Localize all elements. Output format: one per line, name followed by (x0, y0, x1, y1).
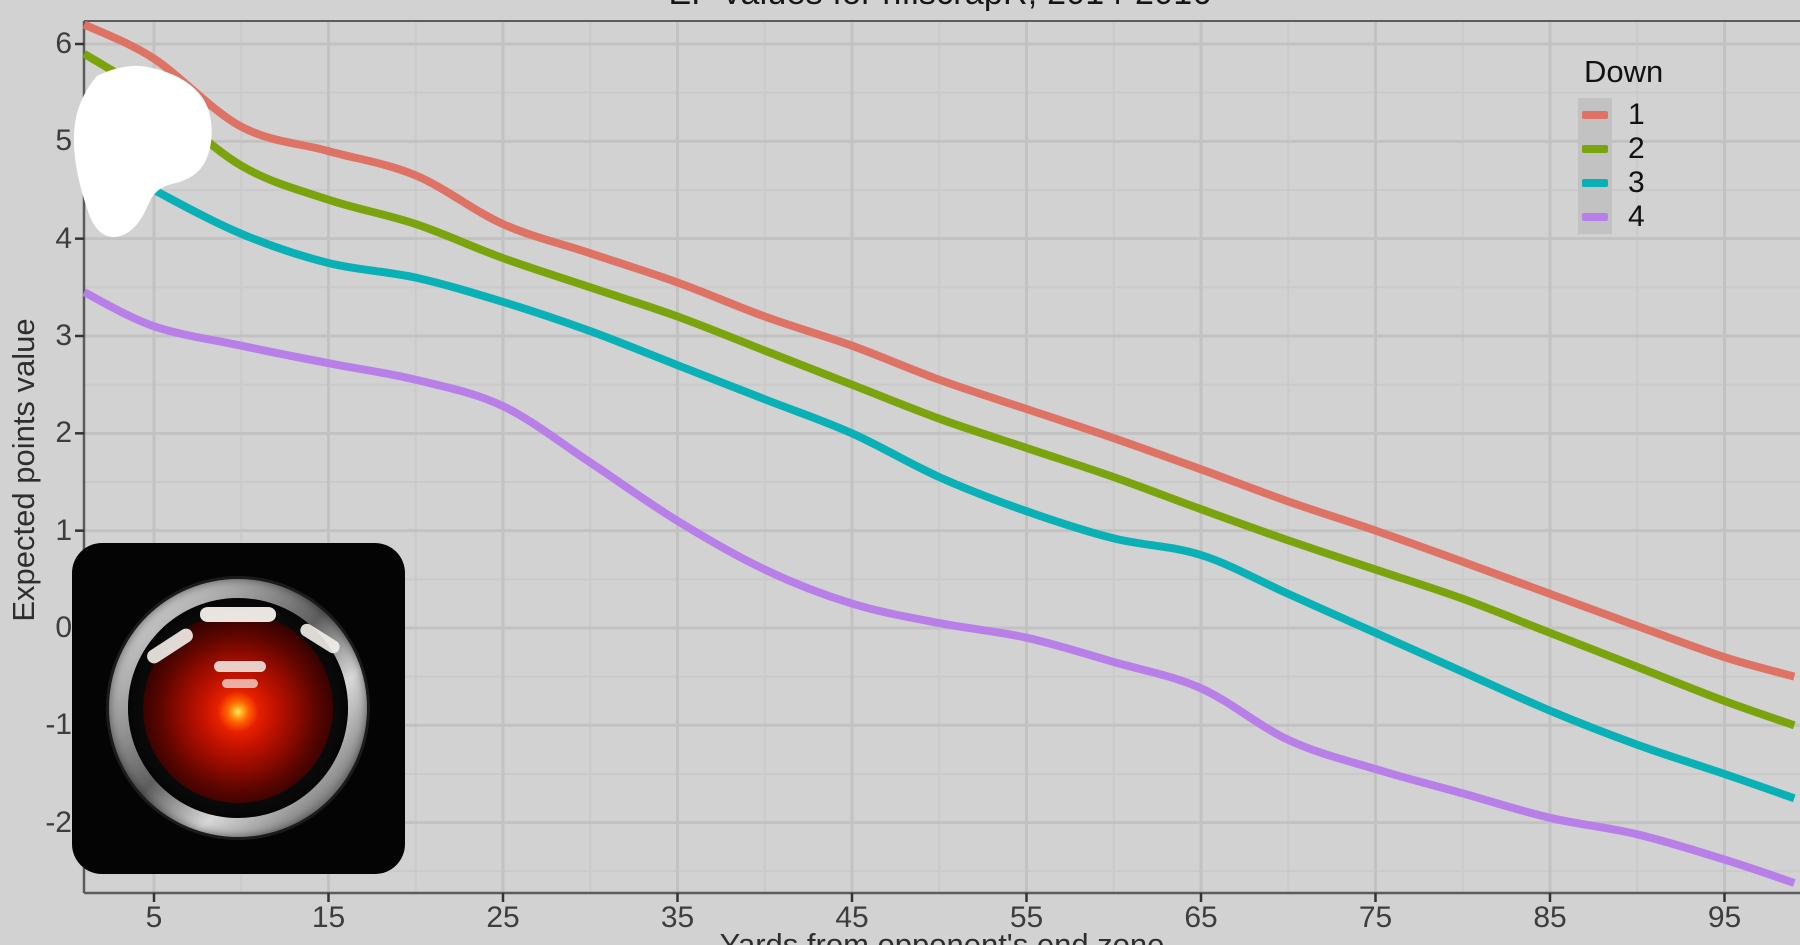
legend-item-label: 2 (1628, 132, 1645, 165)
y-tick-label: 0 (55, 610, 72, 644)
x-tick-label: 85 (1533, 901, 1567, 934)
legend-key (1578, 98, 1612, 132)
x-tick-label: 95 (1707, 901, 1742, 934)
x-tick-label: 65 (1184, 901, 1218, 934)
y-tick-label: 3 (55, 318, 72, 352)
down-ep-curves (82, 20, 1796, 887)
legend-line-swatch (1582, 111, 1608, 119)
legend-line-swatch (1582, 179, 1608, 187)
y-tick-label: 4 (55, 221, 72, 255)
hal-reflection-highlight (222, 679, 258, 688)
y-axis-title: Expected points value (6, 318, 41, 622)
x-tick-label: 35 (660, 901, 695, 934)
x-tick-label: 75 (1358, 901, 1393, 934)
hal9000-image (72, 543, 405, 874)
ep-curve-down-1 (82, 20, 1796, 681)
legend-key (1578, 132, 1612, 166)
x-tick-label: 45 (835, 901, 869, 934)
ep-curve-down-3 (82, 147, 1796, 803)
y-tick-label: -2 (45, 805, 72, 839)
legend-item-label: 1 (1628, 98, 1645, 131)
major-gridlines (84, 21, 1800, 893)
legend-item-down-1: 1 (1578, 98, 1663, 132)
white-blob-overlay (73, 65, 212, 237)
ep-curve-down-4 (82, 288, 1796, 887)
legend-item-down-4: 4 (1578, 200, 1663, 234)
y-tick-label: -1 (45, 708, 72, 742)
legend-item-down-2: 2 (1578, 132, 1663, 166)
legend-item-label: 4 (1628, 200, 1645, 233)
y-tick-label: 5 (55, 124, 72, 158)
legend-line-swatch (1582, 145, 1608, 153)
legend-title: Down (1584, 54, 1664, 89)
legend-key (1578, 166, 1612, 200)
y-tick-label: 6 (55, 27, 72, 60)
legend-key (1578, 200, 1612, 234)
chart-title: EP values for nflscrapR, 2014-2016 (0, 0, 1800, 13)
y-tick-label: 1 (55, 513, 72, 547)
hal-reflection-highlight (214, 661, 266, 672)
hal-reflection-highlight (200, 607, 276, 622)
legend-line-swatch (1582, 213, 1608, 221)
x-tick-label: 25 (486, 901, 520, 934)
legend-item-label: 3 (1628, 166, 1645, 199)
legend-item-down-3: 3 (1578, 166, 1663, 200)
ep-curve-down-2 (82, 50, 1796, 730)
white-blob-shape (73, 65, 212, 237)
y-tick-label: 2 (55, 416, 72, 450)
x-tick-label: 15 (311, 901, 346, 934)
x-tick-label: 55 (1009, 901, 1044, 934)
x-axis-title: Yards from opponent's end zone (719, 927, 1165, 945)
x-tick-label: 5 (145, 901, 163, 934)
